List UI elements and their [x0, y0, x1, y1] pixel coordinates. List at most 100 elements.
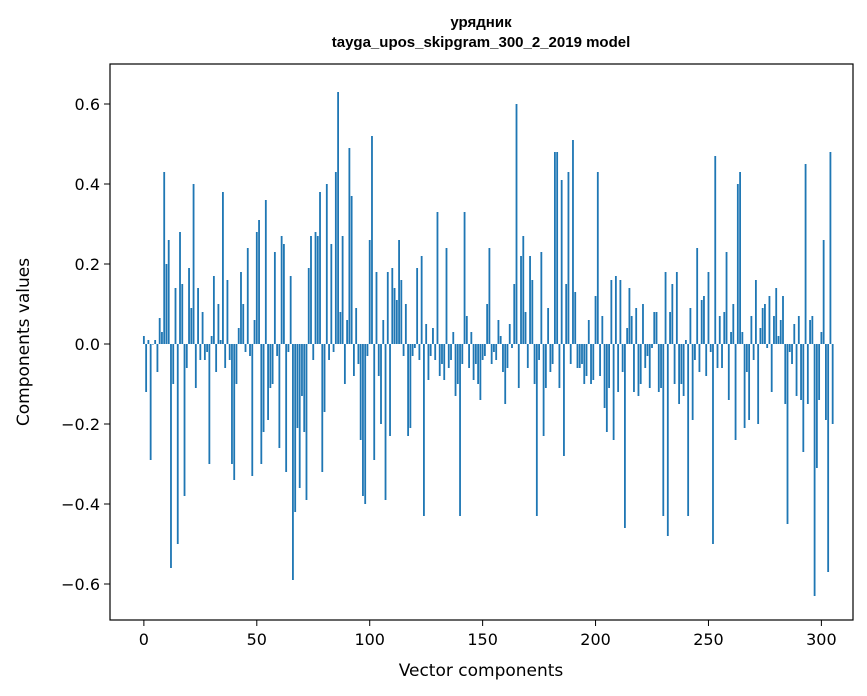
- bar: [192, 184, 195, 344]
- y-tick-label: −0.6: [61, 575, 100, 594]
- bar: [386, 272, 389, 344]
- bar: [680, 344, 683, 384]
- bar: [732, 304, 735, 344]
- bar: [395, 300, 398, 344]
- bar: [158, 318, 161, 344]
- bar: [235, 344, 238, 384]
- bar: [228, 344, 231, 360]
- bar: [558, 344, 561, 388]
- bar: [161, 332, 163, 344]
- bar: [603, 344, 606, 408]
- bar: [739, 172, 741, 344]
- bar: [341, 236, 344, 344]
- bar: [280, 236, 283, 344]
- bar: [206, 344, 209, 352]
- bar: [334, 172, 337, 344]
- bar: [815, 344, 818, 468]
- bar: [587, 320, 590, 344]
- bar: [630, 316, 633, 344]
- plot-frame: [109, 63, 854, 621]
- bar: [377, 344, 380, 376]
- bar: [373, 344, 376, 460]
- bar: [267, 344, 269, 420]
- bar: [357, 344, 360, 364]
- bar: [779, 320, 782, 344]
- bar: [346, 320, 349, 344]
- bar: [565, 284, 568, 344]
- bar: [332, 344, 335, 352]
- bar: [553, 152, 556, 344]
- bar: [703, 296, 705, 344]
- bar: [628, 288, 631, 344]
- bar: [486, 304, 489, 344]
- bar: [203, 344, 206, 360]
- bar: [581, 344, 583, 364]
- y-tick-label: −0.2: [61, 415, 100, 434]
- x-tick-label: 150: [467, 630, 498, 649]
- x-tick-label: 100: [354, 630, 385, 649]
- bar: [276, 344, 279, 356]
- bar: [544, 344, 547, 388]
- bar: [538, 344, 540, 360]
- bar: [416, 268, 419, 344]
- bar: [310, 236, 312, 344]
- bar: [215, 344, 218, 372]
- bar: [427, 344, 430, 380]
- bar: [506, 344, 509, 368]
- bar: [393, 288, 396, 344]
- bar: [359, 344, 362, 440]
- bar: [413, 344, 416, 348]
- bar: [447, 344, 450, 368]
- bar: [678, 344, 681, 404]
- chart-subtitle: tayga_upos_skipgram_300_2_2019 model: [332, 34, 631, 51]
- bar: [725, 252, 728, 344]
- bar: [526, 344, 529, 368]
- bar: [624, 344, 626, 528]
- bar: [312, 344, 315, 360]
- bar: [432, 328, 434, 344]
- bar: [307, 268, 310, 344]
- bar: [231, 344, 233, 464]
- bar: [179, 232, 181, 344]
- bar: [721, 344, 723, 368]
- bar: [551, 344, 554, 364]
- bar: [594, 296, 597, 344]
- bar: [273, 252, 276, 344]
- bar: [635, 308, 638, 344]
- bar: [529, 256, 531, 344]
- bar: [368, 240, 371, 344]
- bar: [461, 344, 464, 364]
- bar: [619, 280, 622, 344]
- bar: [621, 344, 624, 372]
- bar: [481, 344, 484, 360]
- bar: [404, 304, 407, 344]
- bar: [605, 344, 608, 432]
- bar: [165, 264, 168, 344]
- bar: [590, 344, 592, 384]
- bar: [827, 344, 830, 572]
- bar: [400, 280, 403, 344]
- bar: [402, 344, 405, 356]
- bar: [233, 344, 236, 480]
- bar: [716, 344, 719, 368]
- bar: [614, 276, 617, 344]
- bar: [294, 344, 297, 512]
- bar: [163, 172, 166, 344]
- x-axis-label: Vector components: [399, 661, 564, 681]
- bar: [578, 344, 581, 368]
- bar: [712, 344, 714, 544]
- bar: [287, 344, 290, 352]
- bar: [145, 344, 148, 392]
- bar: [362, 344, 364, 496]
- bar: [282, 244, 285, 344]
- bar: [592, 344, 595, 380]
- bar: [149, 344, 152, 460]
- bar: [585, 344, 588, 376]
- bar: [474, 344, 477, 364]
- x-axis: 0 50 100 150 200 250 300: [139, 620, 837, 649]
- bar: [210, 336, 213, 344]
- y-axis: −0.6 −0.4 −0.2 0.0 0.2 0.4 0.6: [61, 95, 110, 594]
- bar: [337, 92, 339, 344]
- x-tick-label: 200: [580, 630, 611, 649]
- bar: [707, 272, 710, 344]
